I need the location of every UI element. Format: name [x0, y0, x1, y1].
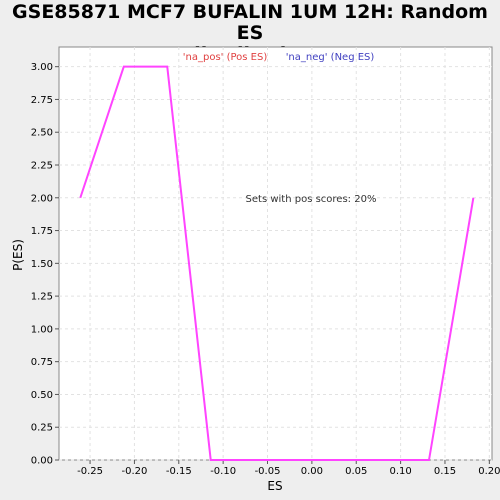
x-axis-label: ES: [267, 479, 282, 493]
y-tick-label: 1.00: [31, 324, 53, 335]
y-tick-label: 0.50: [31, 390, 53, 401]
x-tick-label: -0.20: [121, 466, 147, 477]
y-tick-label: 1.25: [31, 292, 53, 303]
legend-item-neg: 'na_neg' (Neg ES): [286, 52, 375, 63]
y-tick-label: 1.75: [31, 226, 53, 237]
series-layer: [79, 65, 475, 461]
plot-area: [58, 46, 493, 461]
x-tick-label: -0.25: [77, 466, 103, 477]
x-tick-label: -0.10: [210, 466, 236, 477]
y-tick-label: 2.25: [31, 161, 53, 172]
annotation-text: Sets with pos scores: 20%: [246, 194, 377, 205]
y-tick-label: 0.00: [31, 456, 53, 467]
grid: [59, 47, 492, 461]
x-tick-label: 0.20: [478, 466, 500, 477]
chart-title-line1: GSE85871 MCF7 BUFALIN 1UM 12H: Random ES: [12, 1, 488, 44]
x-tick-label: -0.05: [255, 466, 281, 477]
x-tick-label: 0.00: [301, 466, 323, 477]
series-line: [79, 65, 475, 461]
legend-item-pos: 'na_pos' (Pos ES): [183, 52, 268, 63]
y-tick-label: 2.00: [31, 193, 53, 204]
axis-ticks: -0.25 -0.20 -0.15 -0.10 -0.05 0.00 0.05 0.10 0.1…: [31, 62, 500, 477]
y-tick-label: 1.50: [31, 259, 53, 270]
y-tick-label: 2.75: [31, 95, 53, 106]
x-tick-label: 0.10: [389, 466, 411, 477]
x-tick-label: -0.15: [166, 466, 192, 477]
y-tick-label: 2.50: [31, 128, 53, 139]
x-tick-label: 0.05: [345, 466, 367, 477]
y-tick-label: 0.75: [31, 357, 53, 368]
y-tick-label: 0.25: [31, 423, 53, 434]
y-axis-label: P(ES): [11, 239, 25, 271]
x-tick-label: 0.15: [434, 466, 456, 477]
y-tick-label: 3.00: [31, 62, 53, 73]
